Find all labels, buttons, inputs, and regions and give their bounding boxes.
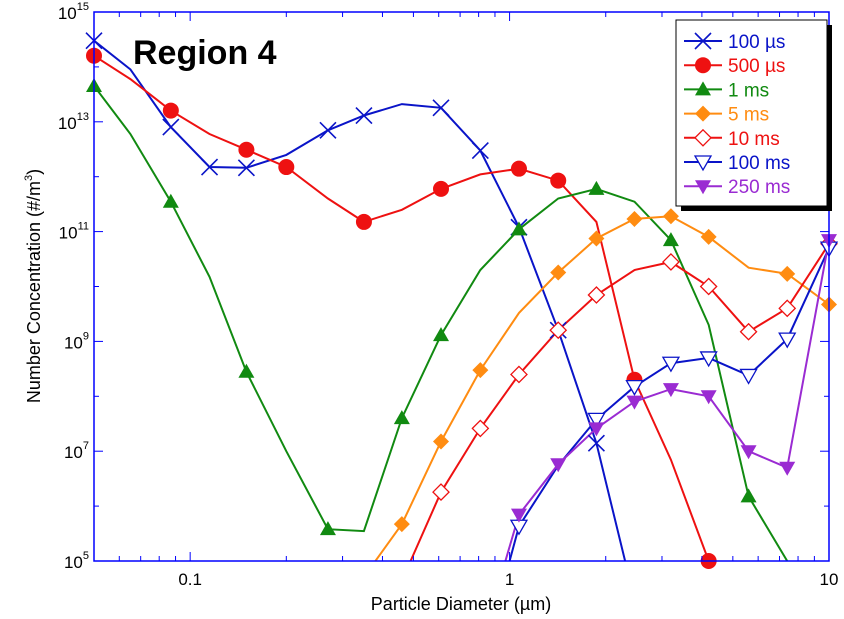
series-250-ms-marker [779,461,796,476]
legend-item-100-ms-label: 100 ms [728,153,790,174]
series-250-ms-line [504,239,829,561]
series-100-us-marker [587,434,605,452]
series-1-ms-marker [319,521,336,536]
series-5-ms-marker [433,433,450,450]
series-500-us-marker [278,159,295,176]
series-100-ms-marker [587,412,606,429]
legend: 100 µs 500 µs 1 ms 5 ms 10 ms 100 ms 250 ms [675,19,832,211]
series-250-ms-marker [510,508,527,523]
y-tick-label: 1015 [58,1,89,23]
legend-item-5-ms-label: 5 ms [728,105,769,126]
series-1-ms-marker [662,232,679,247]
series-500-us-marker [355,213,372,230]
series-250-ms-marker [740,445,757,460]
series-5-ms-marker [779,265,796,282]
y-tick-label: 1011 [59,221,89,243]
legend-item-250-ms-marker [695,180,711,195]
legend-item-5-ms-marker [695,105,711,122]
legend-item-250-ms-label: 250 ms [728,177,790,198]
series-5-ms-marker [626,210,643,227]
series-1-ms-marker [510,221,527,236]
legend-item-100-us-marker [694,32,712,50]
series-10-ms-marker [587,286,606,304]
series-500-us-marker [510,160,527,177]
legend-item-500-us-label: 500 µs [728,56,785,77]
series-1-ms-marker [238,363,255,378]
series-100-ms-marker [739,368,758,385]
legend-item-1-ms-marker [695,81,711,96]
series-10-ms-marker [662,253,680,271]
series-500-us-marker [238,141,255,158]
series-250-ms-marker [662,383,679,398]
legend-item-10-ms: 10 ms [684,129,780,150]
series-10-ms-marker [549,321,568,340]
series-100-us-marker [200,158,219,176]
legend-item-100-us-label: 100 µs [728,32,785,53]
series-100-us-marker [432,99,450,117]
legend-item-100-ms: 100 ms [684,153,790,174]
series-5-ms-marker [393,516,410,533]
series-5-ms-marker [472,362,489,379]
series-100-ms-marker [661,356,681,373]
series-100-ms-line [508,247,829,561]
series-10-ms-marker [739,322,758,341]
series-100-ms-marker [625,379,644,396]
x-tick-label: 10 [820,570,839,589]
series-100-ms-marker [699,351,718,368]
series-5-ms-marker [700,228,717,245]
series-100-ms-marker [778,332,797,349]
x-tick-label: 1 [505,570,514,589]
series-1-ms-marker [433,327,450,342]
legend-item-10-ms-marker [694,128,712,147]
series-5-ms-marker [550,264,567,281]
series-100-us-marker [162,118,180,136]
y-axis-label: Number Concentration (#/m3) [23,169,44,403]
series-500-us-line [94,54,710,561]
series-10-ms-marker [510,365,528,384]
legend-item-500-us-marker [695,57,711,74]
legend-item-250-ms: 250 ms [684,177,790,198]
y-tick-label: 107 [64,440,89,462]
series-1-ms-marker [588,180,605,195]
y-tick-label: 1013 [58,111,89,133]
legend-item-500-us: 500 µs [684,56,785,77]
series-10-ms-marker [778,299,797,318]
legend-item-10-ms-label: 10 ms [728,129,780,150]
series-1-ms-marker [162,193,179,208]
series-250-ms-marker [626,395,643,410]
series-10-ms-marker [699,277,718,296]
y-tick-label: 109 [64,330,89,352]
series-100-us-marker [355,106,373,125]
series-100-us-marker [319,121,337,139]
series-10-ms-marker [432,483,450,502]
series-250-ms-marker [700,390,717,405]
series-100-us-marker [471,141,489,160]
series-100-us-marker [237,159,255,177]
series-500-us-marker [433,180,450,197]
series-5-ms-marker [662,208,679,225]
series-10-ms-line [409,243,829,561]
series-5-ms-marker [588,230,605,247]
series-1-ms-marker [740,488,757,503]
legend-item-100-us: 100 µs [684,32,785,53]
x-tick-label: 0.1 [178,570,202,589]
legend-item-100-ms-marker [693,155,713,172]
series-250-ms-marker [550,458,567,473]
series-1-ms-marker [393,410,410,425]
y-tick-label: 105 [64,550,89,572]
legend-item-1-ms-label: 1 ms [728,80,769,101]
series-500-us-marker [550,172,567,189]
series-250-ms-marker [588,422,605,437]
legend-item-1-ms: 1 ms [684,80,769,101]
legend-item-5-ms: 5 ms [684,105,769,126]
region-label: Region 4 [133,34,277,72]
series-500-us-marker [162,102,179,119]
x-axis-label: Particle Diameter (µm) [371,594,551,614]
series-10-ms-marker [471,419,490,438]
